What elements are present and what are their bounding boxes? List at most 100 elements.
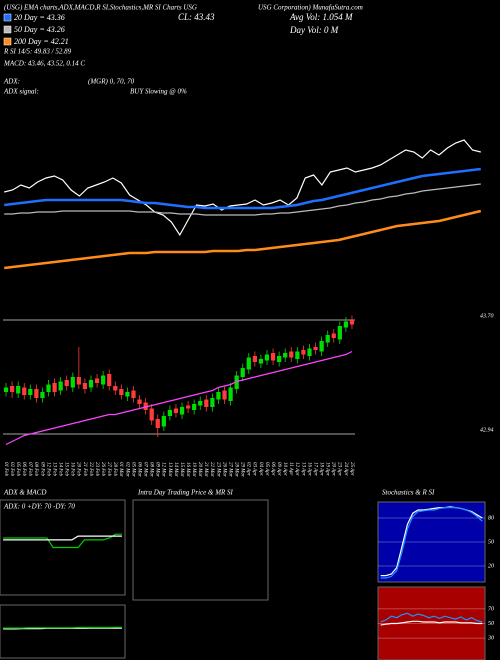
y-tick-label: 42.94 (480, 426, 494, 433)
candle-body (258, 359, 264, 364)
candle-body (131, 390, 136, 398)
annotation: Avg Vol: 1.054 M (289, 12, 353, 22)
candle-body (222, 390, 227, 400)
candle-body (198, 401, 203, 406)
candle-body (240, 368, 245, 377)
panel-title: ADX & MACD (3, 489, 46, 497)
candle-body (101, 375, 106, 385)
x-tick-label: 13 Feb (51, 462, 56, 477)
x-tick-label: 25 Apr (349, 462, 354, 476)
x-tick-label: 08 Mar (149, 462, 154, 477)
candle-body (52, 383, 57, 392)
candle-body (216, 392, 221, 400)
x-tick-label: 23 Apr (337, 462, 342, 476)
x-tick-label: 19 Apr (325, 462, 330, 476)
line-series (380, 612, 483, 623)
candle-body (179, 407, 185, 415)
candle-body (210, 398, 215, 407)
y-tick-label: 70 (488, 606, 494, 612)
candle-body (234, 375, 239, 389)
x-tick-label: 20 Apr (331, 462, 336, 476)
legend-swatch (3, 37, 12, 46)
x-tick-label: 12 Feb (45, 462, 50, 477)
y-tick-label: 50 (488, 621, 494, 627)
candle-body (16, 386, 21, 394)
x-tick-label: 02 Apr (246, 462, 251, 476)
x-tick-label: 15 Feb (64, 462, 69, 477)
x-tick-label: 20 Feb (76, 462, 81, 477)
x-tick-label: 10 Apr (282, 462, 287, 476)
x-tick-label: 09 Mar (155, 462, 160, 477)
candle-body (82, 383, 88, 389)
candle-body (331, 333, 336, 338)
candle-body (161, 416, 166, 427)
x-tick-label: 18 Apr (318, 462, 323, 476)
candle-body (34, 389, 39, 398)
x-tick-label: 13 Apr (300, 462, 305, 476)
line-series (5, 350, 353, 446)
candle-body (301, 350, 306, 355)
candle-body (40, 392, 45, 398)
x-tick-label: 22 Feb (88, 462, 93, 477)
legend-label: 20 Day = 43.36 (14, 13, 65, 22)
x-tick-label: 28 Feb (112, 462, 117, 477)
x-tick-label: 17 Apr (312, 462, 317, 476)
x-tick-label: 06 Feb (21, 462, 26, 477)
x-tick-label: 16 Mar (185, 462, 190, 477)
panel (0, 604, 126, 659)
x-tick-label: 14 Feb (58, 462, 63, 477)
x-tick-label: 11 Apr (288, 462, 293, 475)
candle-body (349, 320, 355, 325)
x-tick-label: 13 Mar (167, 462, 172, 477)
x-tick-label: 21 Mar (203, 462, 208, 477)
x-tick-label: 19 Mar (191, 462, 196, 477)
panel-subtitle: ADX: 0 +DY: 70 -DY: 70 (3, 503, 75, 511)
candle-body (337, 326, 342, 340)
line-series (3, 535, 122, 541)
x-tick-label: 06 Apr (270, 462, 275, 476)
x-tick-label: 26 Feb (100, 462, 105, 477)
x-tick-label: 24 Apr (343, 462, 348, 476)
x-tick-label: 27 Mar (227, 462, 232, 477)
candle-body (295, 351, 300, 359)
x-tick-label: 15 Mar (179, 462, 184, 477)
legend-label: 50 Day = 43.26 (14, 25, 65, 34)
candle-body (155, 419, 160, 428)
candle-body (173, 408, 179, 413)
candle-body (58, 381, 63, 391)
x-tick-label: 09 Feb (39, 462, 44, 477)
candle-body (94, 378, 100, 383)
panel-title: Intra Day Trading Price & MR SI (137, 489, 234, 497)
annotation: (MGR) 0, 70, 70 (88, 78, 135, 86)
annotation: MACD: 43.46, 43.52, 0.14 C (3, 60, 85, 68)
legend-swatch (3, 25, 12, 34)
line-series (4, 183, 481, 216)
x-tick-label: 07 Mar (142, 462, 147, 477)
candle-body (28, 389, 33, 395)
candle-body (9, 386, 15, 392)
x-tick-label: 16 Apr (306, 462, 311, 476)
x-tick-label: 21 Feb (82, 462, 87, 477)
candle-body (264, 354, 270, 361)
line-series (380, 620, 483, 626)
x-tick-label: 09 Apr (276, 462, 281, 476)
x-tick-label: 05 Apr (264, 462, 269, 476)
candle-body (149, 408, 154, 421)
x-tick-label: 04 Apr (258, 462, 263, 476)
x-tick-label: 26 Mar (221, 462, 226, 477)
legend-swatch (3, 13, 12, 22)
x-tick-label: 28 Mar (234, 462, 239, 477)
candle-body (319, 341, 324, 352)
candle-body (113, 386, 118, 391)
candle-body (143, 402, 148, 410)
candle-body (343, 321, 349, 328)
line-series (4, 209, 482, 270)
x-tick-label: 03 Apr (252, 462, 257, 476)
annotation: ADX: (3, 78, 20, 86)
line-series (380, 507, 483, 579)
candle-body (88, 380, 94, 388)
candle-body (228, 387, 233, 401)
annotation: CL: 43.43 (178, 12, 215, 22)
